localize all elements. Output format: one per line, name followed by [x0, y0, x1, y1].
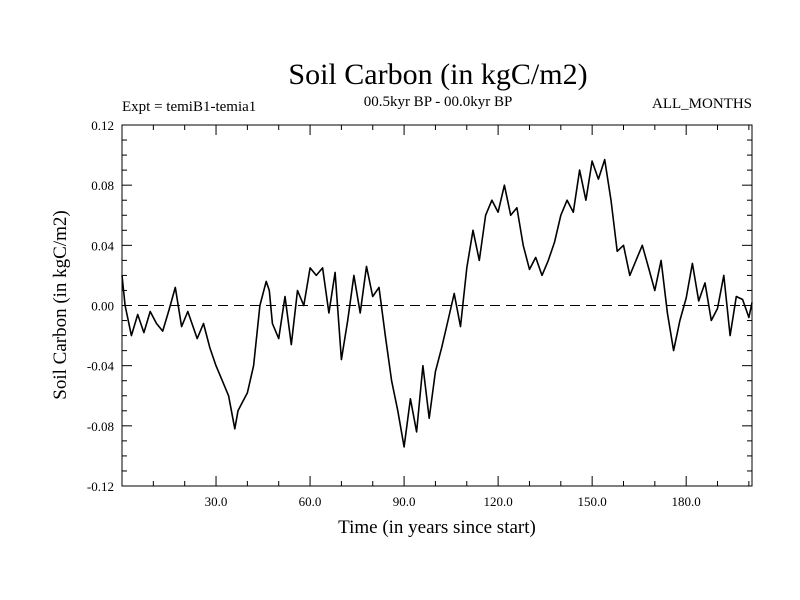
soil-carbon-series-line [121, 158, 753, 448]
y-tick-label: -0.08 [87, 419, 114, 434]
x-axis: 30.0 60.0 90.0 120.0 150.0 180.0 [152, 125, 750, 509]
y-tick-label: 0.12 [91, 118, 114, 133]
chart-title: Soil Carbon (in kgC/m2) [288, 58, 587, 91]
x-tick-label: 60.0 [299, 494, 322, 509]
x-tick-label: 90.0 [393, 494, 416, 509]
y-tick-label: 0.08 [91, 178, 114, 193]
y-axis: -0.12 -0.08 -0.04 0.00 0.04 0.08 0.12 [87, 118, 752, 494]
time-period-label: 00.5kyr BP - 00.0kyr BP [364, 94, 513, 110]
x-tick-label: 120.0 [483, 494, 512, 509]
y-tick-label: 0.00 [91, 299, 114, 314]
experiment-label: Expt = temiB1-temia1 [122, 99, 256, 115]
x-tick-label: 150.0 [578, 494, 607, 509]
x-axis-label: Time (in years since start) [338, 517, 536, 538]
y-tick-label: -0.04 [87, 359, 115, 374]
months-label: ALL_MONTHS [652, 96, 752, 112]
y-tick-label: 0.04 [91, 238, 114, 253]
y-tick-label: -0.12 [87, 479, 114, 494]
x-tick-label: 180.0 [672, 494, 701, 509]
y-axis-label: Soil Carbon (in kgC/m2) [50, 210, 71, 399]
x-tick-label: 30.0 [205, 494, 228, 509]
